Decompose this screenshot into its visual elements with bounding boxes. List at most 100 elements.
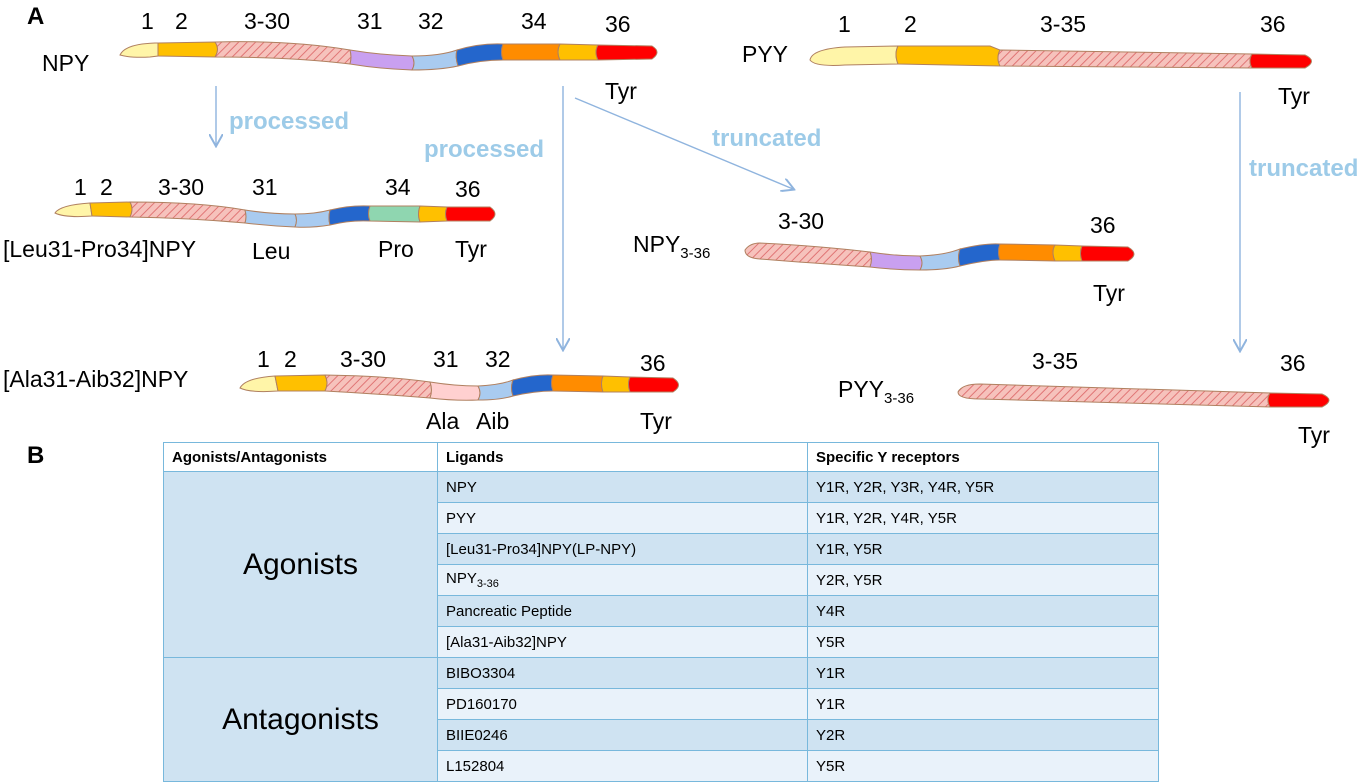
pyy336-seg-36 [1267,392,1330,408]
aa-seg-31 [429,381,481,401]
aa-seg-33 [511,374,554,397]
table-row: [Leu31-Pro34]NPY(LP-NPY) Y1R, Y5R [164,533,1159,565]
lp-seg-1 [54,202,93,218]
header-receptors: Specific Y receptors [807,442,1159,472]
npy-res-32: 32 [418,8,444,34]
table-row: PD160170 Y1R [164,688,1159,720]
receptor-cell: Y1R, Y2R, Y3R, Y4R, Y5R [807,471,1159,503]
npy-seg-33 [455,43,504,67]
npy-seg-35 [557,43,599,61]
pyy-3-36-chain [957,383,1330,408]
npy-seg-3-30 [214,41,352,65]
npy336-seg-32 [919,248,961,271]
npy-res-2: 2 [175,8,188,34]
group-antagonists: Antagonists [163,657,438,782]
lp-seg-35 [418,205,448,223]
npy336-res-3-30: 3-30 [778,208,825,234]
group-agonists: Agonists [163,471,438,658]
aa-res-1: 1 [257,346,270,372]
processed-label-2: processed [424,136,545,163]
receptor-table: Agonists/Antagonists Ligands Specific Y … [163,442,1159,782]
receptor-cell: Y2R [807,719,1159,751]
receptor-cell: Y1R [807,657,1159,689]
pyy336-tyr: Tyr [1298,422,1330,448]
peptide-diagram-svg [54,41,1330,408]
npy-seg-32 [411,49,459,71]
pyy-chain [809,45,1312,69]
table-row: PYY Y1R, Y2R, Y4R, Y5R [164,502,1159,534]
header-agonists-antagonists: Agonists/Antagonists [163,442,438,472]
npy-res-1: 1 [141,8,154,34]
npy336-res-36: 36 [1090,212,1116,238]
npy336-seg-34 [998,243,1056,262]
lp-seg-34 [368,205,421,223]
pyy-seg-1 [809,45,899,66]
npy-name: NPY [42,50,90,76]
npy336-seg-35 [1052,244,1083,262]
npy-tyr: Tyr [605,78,637,104]
ligand-cell: BIIE0246 [437,719,808,751]
pyy-res-3-35: 3-35 [1040,11,1087,37]
lp-res-31: 31 [252,174,278,200]
pyy-seg-36 [1249,53,1312,69]
pyy-res-2: 2 [904,11,917,37]
ligand-cell: NPY [437,471,808,503]
table-header-row: Agonists/Antagonists Ligands Specific Y … [163,442,1159,472]
table-row: NPY3-36 Y2R, Y5R [164,564,1159,596]
npy-3-36-chain [744,242,1135,271]
lp-pro: Pro [378,236,414,262]
aa-seg-1 [239,375,279,393]
pyy-name: PYY [742,41,789,67]
lp-tyr: Tyr [455,236,487,262]
panel-a-diagram: A NPY 1 2 3-30 31 32 34 36 Tyr PYY 1 2 3… [3,3,1359,447]
aa-res-31: 31 [433,346,459,372]
aa-tyr: Tyr [640,408,672,434]
aa-res-32: 32 [485,346,511,372]
npy-chain [119,41,658,71]
arrows [216,86,1240,350]
lp-res-36: 36 [455,176,481,202]
aa-res-3-30: 3-30 [340,346,387,372]
receptor-cell: Y1R, Y5R [807,533,1159,565]
npy-seg-1 [119,42,159,58]
aa-seg-36 [628,376,679,393]
lp-res-2: 2 [100,174,113,200]
truncated-label-2: truncated [1249,155,1359,182]
aa-ala: Ala [426,408,460,434]
aa-seg-2 [274,374,328,392]
ligand-cell: BIBO3304 [437,657,808,689]
aa-npy-name: [Ala31-Aib32]NPY [3,366,189,392]
ligand-cell: PYY [437,502,808,534]
lp-res-1: 1 [74,174,87,200]
aa-seg-3-30 [324,374,432,399]
receptor-cell: Y4R [807,595,1159,627]
npy336-seg-33 [958,243,1001,267]
lp-seg-36 [445,206,496,222]
pyy-tyr: Tyr [1278,83,1310,109]
npy336-seg-31 [869,251,923,271]
npy336-seg-36 [1080,245,1135,262]
lp-seg-33 [328,205,371,226]
table-row: Agonists NPY Y1R, Y2R, Y3R, Y4R, Y5R [163,471,1159,658]
lp-seg-2 [89,201,133,218]
pyy336-res-36: 36 [1280,350,1306,376]
pyy336-name: PYY3-36 [838,376,915,407]
ligand-cell: [Ala31-Aib32]NPY [437,626,808,658]
truncated-label-1: truncated [712,125,822,152]
receptor-cell: Y1R, Y2R, Y4R, Y5R [807,502,1159,534]
ligand-cell: Pancreatic Peptide [437,595,808,627]
npy336-name: NPY3-36 [633,231,711,262]
ligand-cell: NPY3-36 [437,564,808,596]
aa-aib: Aib [476,408,510,434]
ligand-cell: PD160170 [437,688,808,720]
aa-res-36: 36 [640,350,666,376]
lp-npy-name: [Leu31-Pro34]NPY [3,236,197,262]
npy-res-31: 31 [357,8,383,34]
pyy336-seg-3-35 [957,383,1271,408]
npy-seg-31 [349,49,415,71]
pyy336-res-3-35: 3-35 [1032,348,1079,374]
ligand-cell: [Leu31-Pro34]NPY(LP-NPY) [437,533,808,565]
npy-seg-34 [501,43,561,61]
lp-res-34: 34 [385,174,411,200]
receptor-cell: Y1R [807,688,1159,720]
